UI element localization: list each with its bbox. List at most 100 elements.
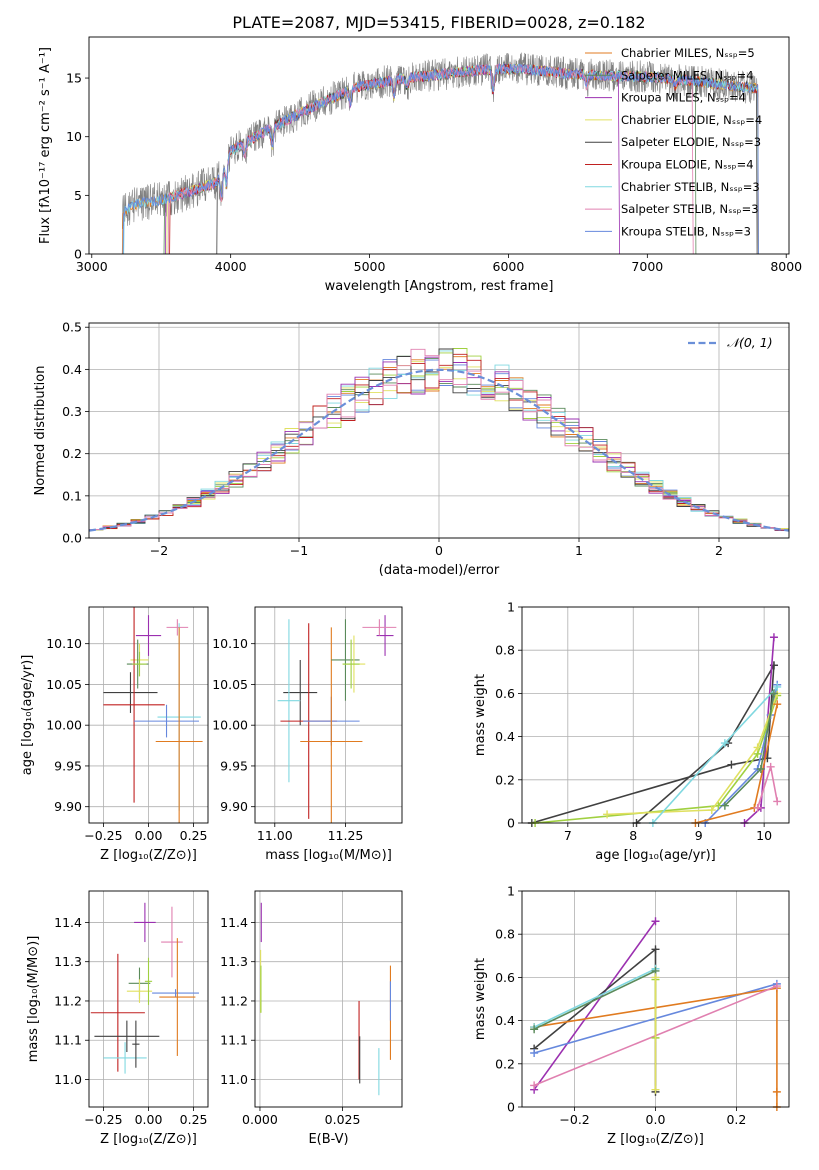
- mass-weight-line: [535, 695, 778, 823]
- age-vs-metallicity-panel: −0.25 0.00 0.25 9.90 9.95 10.00 10.05 10.10 Z [l…: [20, 606, 209, 863]
- mass-weight-marker: [753, 803, 762, 812]
- spectrum-panel: 3000 4000 5000 6000 7000 8000 0 5 10 15 wavelength…: [38, 36, 802, 294]
- y-tick-label: 0.1: [62, 488, 82, 503]
- x-tick-label: 4000: [215, 259, 247, 274]
- y-tick-label: 11.2: [220, 993, 248, 1008]
- legend-label: Kroupa ELODIE, Nₛₛₚ=4: [621, 158, 754, 172]
- x-axis-label: Z [log₁₀(Z/Z⊙)]: [100, 848, 197, 863]
- axes-frame: [88, 322, 790, 539]
- y-tick-label: 11.4: [54, 915, 82, 930]
- mass-weight-line: [533, 920, 657, 1091]
- mass-weight-marker: [720, 801, 729, 810]
- y-axis-label: age [log₁₀(age/yr)]: [20, 655, 35, 776]
- y-tick-label: 1: [507, 884, 515, 899]
- mass-weight-marker: [772, 982, 781, 991]
- mass-weight-marker: [651, 945, 660, 954]
- x-tick-label: 11.25: [328, 828, 364, 843]
- legend-label: Kroupa MILES, Nₛₛₚ=4: [621, 91, 746, 105]
- x-axis-label: age [log₁₀(age/yr)]: [595, 848, 716, 863]
- model-fit-line: [167, 63, 694, 254]
- y-tick-label: 10.10: [212, 636, 248, 651]
- x-tick-label: −0.2: [559, 1112, 589, 1127]
- normal-distribution-curve: [88, 368, 790, 532]
- y-tick-label: 9.90: [54, 799, 82, 814]
- y-axis-label: Flux [fλ10⁻¹⁷ erg cm⁻² s⁻¹ A⁻¹]: [38, 47, 53, 244]
- mass-weight-marker: [651, 973, 660, 982]
- x-tick-label: 3000: [76, 259, 108, 274]
- residual-histogram-panel: −2 −1 0 1 2 0.0 0.1 0.2 0.3 0.4 0.5 (data-model)/er…: [33, 320, 790, 578]
- y-tick-label: 0.4: [495, 729, 515, 744]
- x-tick-label: 0: [435, 543, 443, 558]
- y-tick-label: 10.00: [46, 718, 82, 733]
- y-tick-label: 11.0: [54, 1072, 82, 1087]
- mass-weight-marker: [772, 1087, 781, 1096]
- x-tick-label: 0.0: [646, 1112, 666, 1127]
- model-fit-line: [122, 62, 759, 254]
- y-tick-label: 10.05: [46, 677, 82, 692]
- x-tick-label: 7000: [631, 259, 663, 274]
- x-tick-label: 11.00: [257, 828, 293, 843]
- residual-histogram-step: [89, 348, 789, 531]
- y-tick-label: 0.2: [495, 772, 515, 787]
- y-tick-label: 0.8: [495, 643, 515, 658]
- legend-label: Chabrier ELODIE, Nₛₛₚ=4: [621, 113, 762, 127]
- axes-frame: [88, 36, 790, 255]
- x-tick-label: 1: [575, 543, 583, 558]
- y-tick-label: 10.00: [212, 718, 248, 733]
- y-tick-label: 1: [507, 600, 515, 615]
- y-tick-label: 0.0: [62, 531, 82, 546]
- x-tick-label: −0.25: [84, 828, 122, 843]
- y-tick-label: 0.8: [495, 927, 515, 942]
- y-tick-label: 0.6: [495, 686, 515, 701]
- y-tick-label: 10: [66, 129, 82, 144]
- y-tick-label: 10.05: [212, 677, 248, 692]
- legend-label: Kroupa STELIB, Nₛₛₚ=3: [621, 224, 751, 238]
- weight-vs-age-panel: 7 8 9 10 0 0.2 0.4 0.6 0.8 1 age [log₁₀(age/yr)] ma…: [473, 600, 790, 863]
- spectrum-legend: Chabrier MILES, Nₛₛₚ=5 Salpeter MILES, Nₛ…: [585, 46, 762, 238]
- y-tick-label: 11.1: [54, 1033, 82, 1048]
- mass-weight-marker: [530, 1025, 539, 1034]
- y-tick-label: 0.2: [495, 1056, 515, 1071]
- legend-label: Chabrier STELIB, Nₛₛₚ=3: [621, 180, 760, 194]
- x-axis-label: E(B-V): [308, 1132, 348, 1147]
- y-tick-label: 9.90: [220, 799, 248, 814]
- y-axis-label: Normed distribution: [33, 366, 48, 496]
- mass-weight-marker: [769, 689, 778, 698]
- y-tick-label: 0.4: [495, 1013, 515, 1028]
- x-tick-label: 7: [564, 828, 572, 843]
- axes-frame: [254, 890, 403, 1108]
- x-tick-label: 0.000: [242, 1112, 278, 1127]
- x-tick-label: −0.25: [84, 1112, 122, 1127]
- x-tick-label: 8000: [770, 259, 802, 274]
- legend-label: Chabrier MILES, Nₛₛₚ=5: [621, 46, 755, 60]
- x-tick-label: 0.025: [325, 1112, 361, 1127]
- mass-weight-marker: [530, 1049, 539, 1057]
- y-tick-label: 11.0: [220, 1072, 248, 1087]
- figure-title: PLATE=2087, MJD=53415, FIBERID=0028, z=0…: [232, 13, 645, 32]
- y-tick-label: 0: [507, 816, 515, 831]
- age-vs-mass-panel: 11.00 11.25 9.90 9.95 10.00 10.05 10.10 mass [l…: [212, 606, 403, 863]
- mass-weight-line: [607, 693, 778, 816]
- x-tick-label: 0.2: [726, 1112, 746, 1127]
- axes-frame: [521, 606, 790, 824]
- x-axis-label: mass [log₁₀(M/M⊙)]: [265, 848, 392, 863]
- mass-weight-marker: [773, 682, 782, 691]
- weight-vs-metallicity-panel: −0.2 0.0 0.2 0 0.2 0.4 0.6 0.8 1 Z [log₁₀(Z/Z⊙)] m…: [473, 884, 790, 1147]
- mass-weight-marker: [651, 917, 660, 926]
- x-axis-label: (data-model)/error: [379, 563, 500, 578]
- y-tick-label: 11.3: [54, 954, 82, 969]
- mass-weight-line: [635, 664, 775, 823]
- mass-weight-marker: [720, 739, 729, 748]
- y-tick-label: 9.95: [54, 758, 82, 773]
- mass-weight-marker: [769, 633, 778, 642]
- y-tick-label: 0: [507, 1100, 515, 1115]
- mass-weight-marker: [753, 743, 762, 752]
- y-tick-label: 0.3: [62, 404, 82, 419]
- legend-label: Salpeter ELODIE, Nₛₛₚ=3: [621, 135, 761, 149]
- y-tick-label: 11.3: [220, 954, 248, 969]
- x-tick-label: 0.25: [180, 1112, 208, 1127]
- axes-frame: [254, 606, 403, 824]
- x-axis-label: wavelength [Angstrom, rest frame]: [325, 279, 554, 294]
- legend-label: Salpeter MILES, Nₛₛₚ=4: [621, 68, 754, 82]
